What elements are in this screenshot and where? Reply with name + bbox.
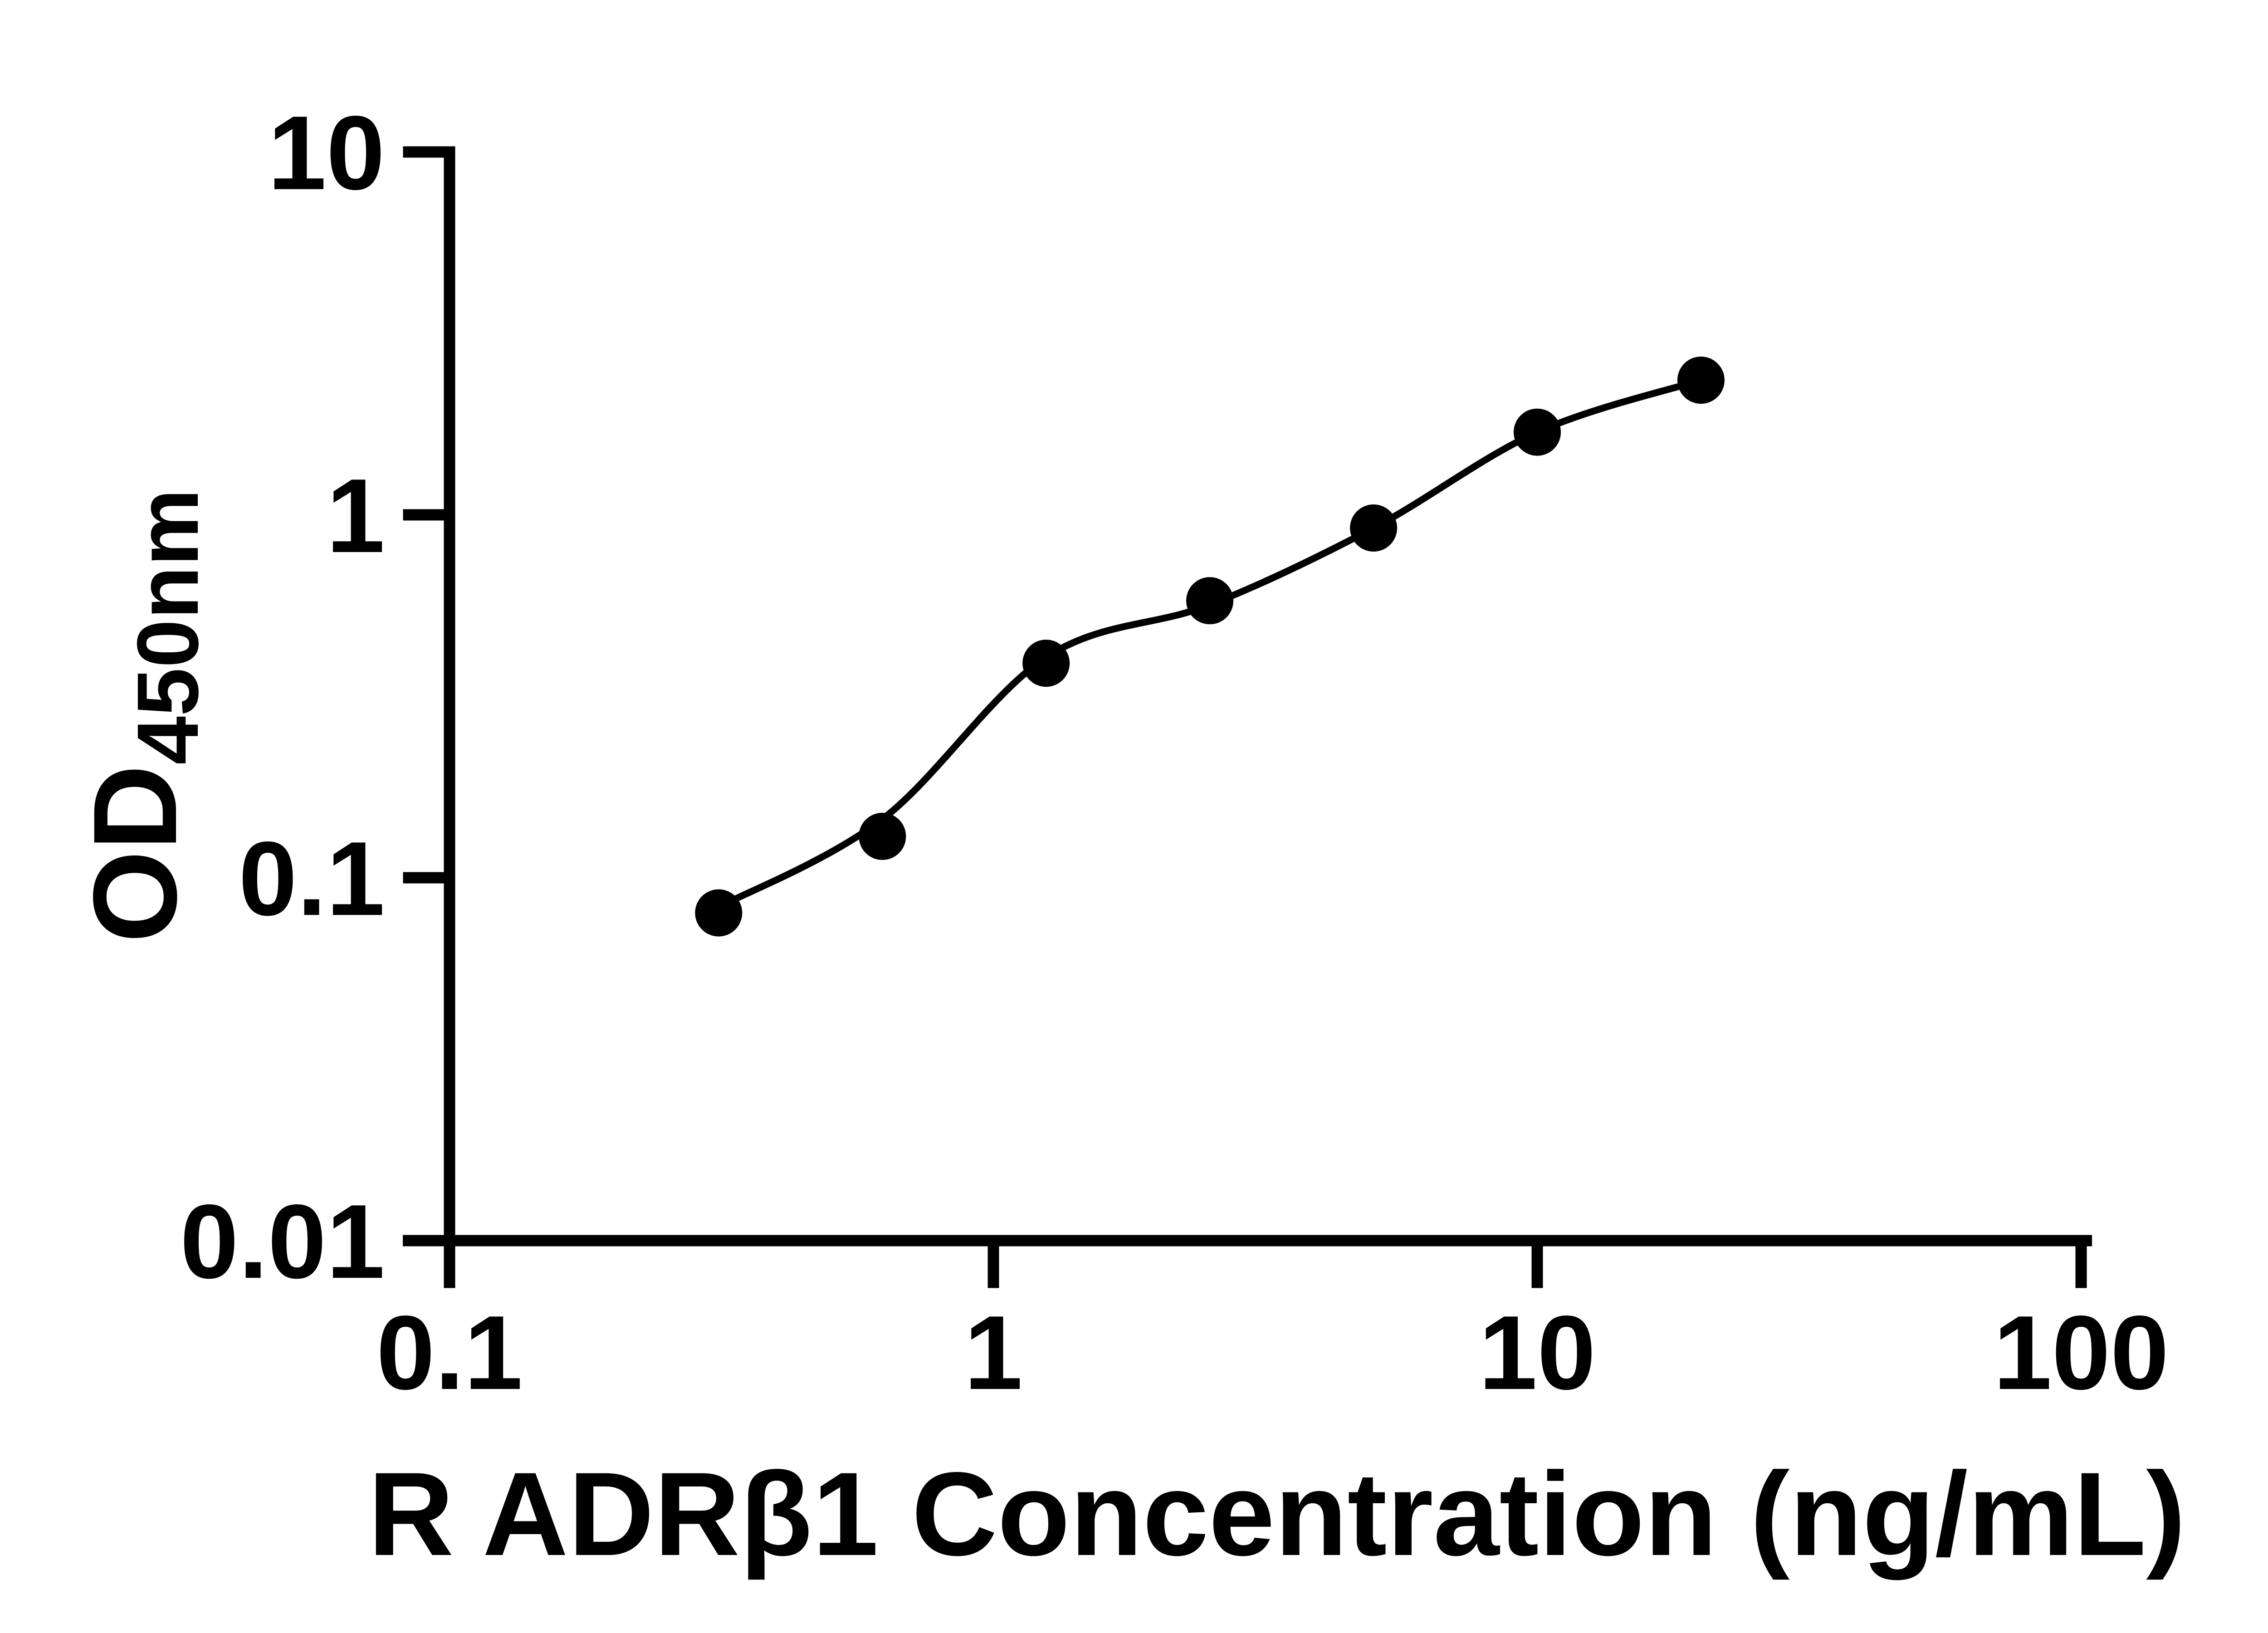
x-tick-1 [987, 1246, 999, 1288]
data-point-0.625 [859, 812, 906, 860]
x-tick-100 [2075, 1246, 2087, 1288]
x-tick-10 [1531, 1246, 1543, 1288]
data-point-1.25 [1022, 640, 1070, 687]
plot-area [695, 357, 1725, 937]
x-axis: 0.1 1 10 100 [376, 1235, 2169, 1412]
data-point-10 [1514, 408, 1561, 456]
y-tick-0.1 [403, 872, 444, 884]
x-tick-label-1: 1 [964, 1294, 1022, 1412]
y-tick-10 [403, 146, 444, 158]
data-point-20 [1677, 357, 1725, 404]
x-tick-label-100: 100 [1993, 1294, 2169, 1412]
y-axis-spine [444, 146, 455, 1247]
y-tick-label-10: 10 [268, 94, 385, 212]
x-tick-0.1 [444, 1246, 455, 1288]
y-axis-title-main: OD [68, 765, 201, 943]
y-tick-label-0.1: 0.1 [239, 820, 385, 938]
y-tick-label-1: 1 [326, 457, 385, 575]
data-point-0.3125 [695, 889, 743, 937]
data-point-2.5 [1186, 577, 1234, 625]
y-axis-title: OD450nm [68, 489, 216, 943]
x-axis-spine [403, 1235, 2092, 1247]
y-tick-1 [403, 509, 444, 521]
data-point-5 [1350, 504, 1398, 552]
y-tick-label-0.01: 0.01 [180, 1183, 385, 1301]
x-tick-label-10: 10 [1479, 1294, 1596, 1412]
x-axis-title: R ADRβ1 Concentration (ng/mL) [368, 1447, 2185, 1581]
y-axis: 0.01 0.1 1 10 [180, 94, 455, 1301]
y-axis-title-subscript: 450nm [119, 489, 216, 764]
x-tick-label-0.1: 0.1 [376, 1294, 523, 1412]
